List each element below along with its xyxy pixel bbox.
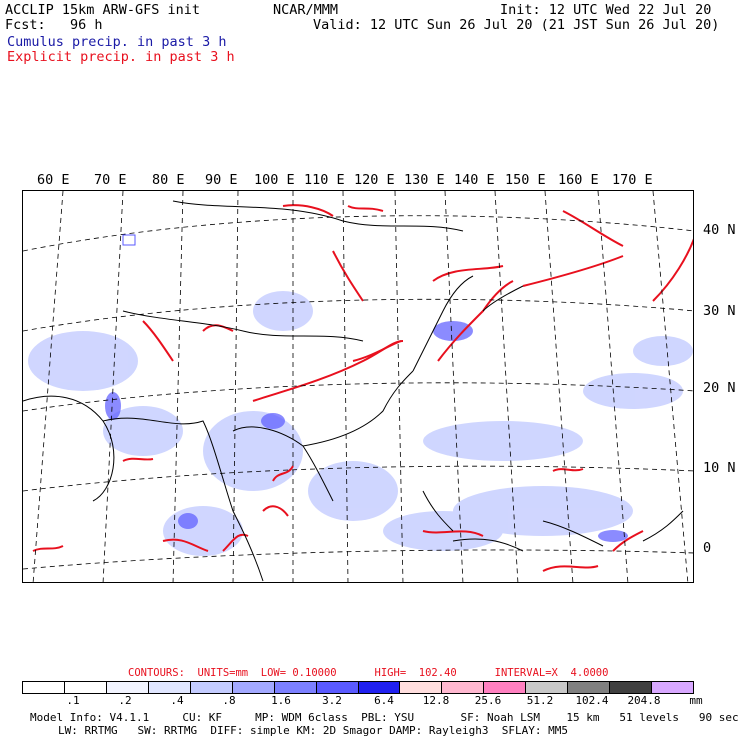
cumulus-precip-label: Cumulus precip. in past 3 h <box>7 34 227 50</box>
precipitation-map <box>22 190 694 583</box>
legend-swatch <box>106 682 149 693</box>
graticule <box>23 191 693 582</box>
legend-swatch <box>190 682 233 693</box>
legend-tick: 25.6 <box>474 694 502 707</box>
legend-swatch <box>442 682 485 693</box>
coastlines <box>23 200 684 582</box>
legend-tick: .1 <box>66 694 80 707</box>
legend-swatch <box>358 682 401 693</box>
model-info-line2: LW: RRTMG SW: RRTMG DIFF: simple KM: 2D … <box>58 724 568 737</box>
legend-tick: 3.2 <box>322 694 342 707</box>
longitude-labels: 60 E 70 E 80 E 90 E 100 E 110 E 120 E 13… <box>0 172 740 188</box>
legend-swatch <box>652 682 693 693</box>
contours-info: CONTOURS: UNITS=mm LOW= 0.10000 HIGH= 10… <box>128 667 609 679</box>
lat-label: 20 N <box>703 380 736 396</box>
lon-label: 130 E <box>404 172 445 188</box>
legend-swatch <box>148 682 191 693</box>
legend-tick: 204.8 <box>627 694 661 707</box>
legend-swatch <box>568 682 611 693</box>
explicit-precip-areas <box>32 204 693 572</box>
cumulus-precip-areas <box>28 291 693 556</box>
model-info-line1: Model Info: V4.1.1 CU: KF MP: WDM 6class… <box>30 711 739 724</box>
lon-label: 60 E <box>37 172 70 188</box>
legend-swatch <box>316 682 359 693</box>
legend-swatch <box>64 682 107 693</box>
legend-color-bar <box>22 681 694 694</box>
legend-unit: mm <box>689 694 703 707</box>
legend-swatch <box>274 682 317 693</box>
lon-label: 170 E <box>612 172 653 188</box>
lon-label: 160 E <box>558 172 599 188</box>
forecast-hour: Fcst: 96 h <box>5 17 103 33</box>
legend-tick: 12.8 <box>422 694 450 707</box>
legend-swatch <box>23 682 65 693</box>
legend-swatch <box>232 682 275 693</box>
lon-label: 90 E <box>205 172 238 188</box>
legend-tick: .2 <box>118 694 132 707</box>
init-time: Init: 12 UTC Wed 22 Jul 20 <box>500 2 712 18</box>
legend-tick: 102.4 <box>575 694 609 707</box>
lat-label: 30 N <box>703 303 736 319</box>
lon-label: 80 E <box>152 172 185 188</box>
legend-tick: .4 <box>170 694 184 707</box>
lon-label: 100 E <box>254 172 295 188</box>
legend-swatch <box>484 682 527 693</box>
valid-time: Valid: 12 UTC Sun 26 Jul 20 (21 JST Sun … <box>313 17 720 33</box>
legend-tick: 6.4 <box>374 694 394 707</box>
lon-label: 120 E <box>354 172 395 188</box>
organization-label: NCAR/MMM <box>273 2 339 18</box>
legend-tick: 51.2 <box>526 694 554 707</box>
cumulus-precip-heavy <box>105 321 628 542</box>
legend-swatch <box>526 682 569 693</box>
latitude-labels: 40 N 30 N 20 N 10 N 0 <box>698 190 740 583</box>
legend-swatch <box>610 682 653 693</box>
explicit-precip-label: Explicit precip. in past 3 h <box>7 49 235 65</box>
legend-tick: .8 <box>222 694 236 707</box>
legend-tick: 1.6 <box>271 694 291 707</box>
map-canvas <box>23 191 693 582</box>
model-title: ACCLIP 15km ARW-GFS init <box>5 2 201 18</box>
lat-label: 40 N <box>703 222 736 238</box>
lon-label: 140 E <box>454 172 495 188</box>
lon-label: 150 E <box>505 172 546 188</box>
legend-swatch <box>400 682 443 693</box>
lat-label: 10 N <box>703 460 736 476</box>
lon-label: 70 E <box>94 172 127 188</box>
legend-ticks: .1 .2 .4 .8 1.6 3.2 6.4 12.8 25.6 51.2 1… <box>22 694 702 708</box>
lon-label: 110 E <box>304 172 345 188</box>
lat-label: 0 <box>703 540 712 556</box>
station-marker <box>122 234 136 246</box>
